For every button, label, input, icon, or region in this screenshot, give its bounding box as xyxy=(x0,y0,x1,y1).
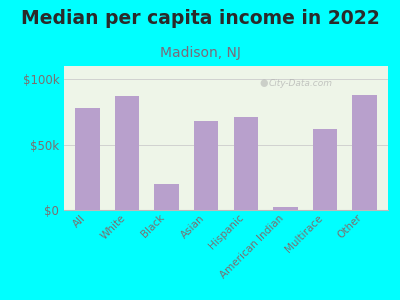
Bar xyxy=(312,129,337,210)
Bar xyxy=(76,108,100,210)
Bar xyxy=(352,95,376,210)
Bar xyxy=(154,184,179,210)
Text: City-Data.com: City-Data.com xyxy=(268,79,332,88)
Bar xyxy=(194,121,218,210)
Bar xyxy=(273,207,298,210)
Text: Madison, NJ: Madison, NJ xyxy=(160,46,240,61)
Text: ●: ● xyxy=(259,78,268,88)
Bar xyxy=(115,96,140,210)
Text: Median per capita income in 2022: Median per capita income in 2022 xyxy=(21,9,379,28)
Bar xyxy=(234,117,258,210)
